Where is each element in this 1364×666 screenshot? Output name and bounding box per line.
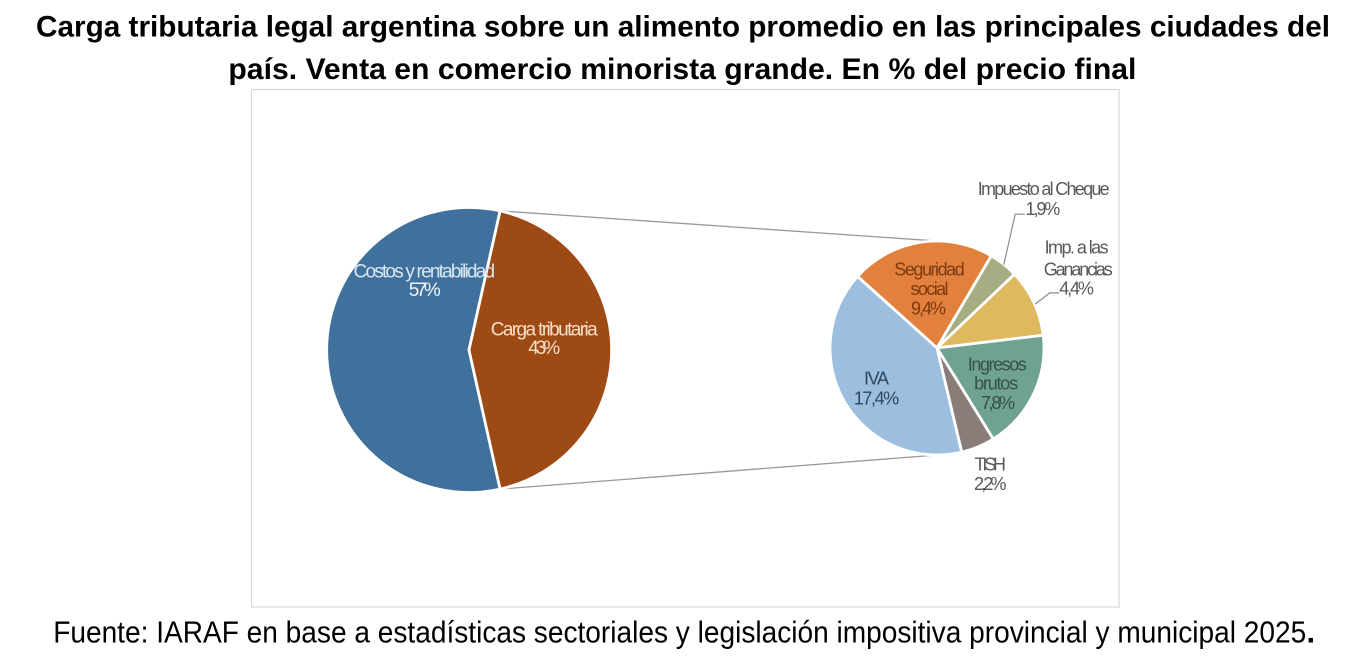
svg-text:.: . bbox=[1307, 615, 1316, 650]
svg-text:social: social bbox=[911, 279, 949, 299]
svg-text:Imp. a las: Imp. a las bbox=[1045, 238, 1109, 258]
svg-text:brutos: brutos bbox=[974, 374, 1018, 394]
svg-text:Fuente: IARAF en base a estadí: Fuente: IARAF en base a estadísticas sec… bbox=[53, 615, 1306, 650]
svg-text:7,8%: 7,8% bbox=[981, 393, 1015, 413]
svg-text:Impuesto al Cheque: Impuesto al Cheque bbox=[978, 179, 1110, 199]
svg-text:TISH: TISH bbox=[975, 454, 1007, 474]
svg-text:43%: 43% bbox=[528, 338, 560, 359]
svg-text:Seguridad: Seguridad bbox=[894, 260, 965, 280]
svg-text:Carga tributaria legal argenti: Carga tributaria legal argentina sobre u… bbox=[36, 11, 1330, 44]
svg-text:Carga tributaria: Carga tributaria bbox=[491, 320, 598, 341]
svg-text:Ingresos: Ingresos bbox=[968, 354, 1027, 374]
svg-text:país. Venta en comercio minori: país. Venta en comercio minorista grande… bbox=[228, 53, 1136, 86]
svg-text:57%: 57% bbox=[409, 280, 441, 301]
svg-text:4,4%: 4,4% bbox=[1059, 279, 1094, 299]
svg-text:Ganancias: Ganancias bbox=[1044, 259, 1113, 279]
svg-text:9,4%: 9,4% bbox=[911, 299, 946, 319]
svg-text:IVA: IVA bbox=[864, 369, 889, 389]
svg-text:2,2%: 2,2% bbox=[974, 474, 1007, 494]
svg-text:1,9%: 1,9% bbox=[1026, 199, 1061, 219]
svg-text:17,4%: 17,4% bbox=[854, 388, 899, 408]
svg-text:Costos y rentabilidad: Costos y rentabilidad bbox=[354, 262, 496, 283]
